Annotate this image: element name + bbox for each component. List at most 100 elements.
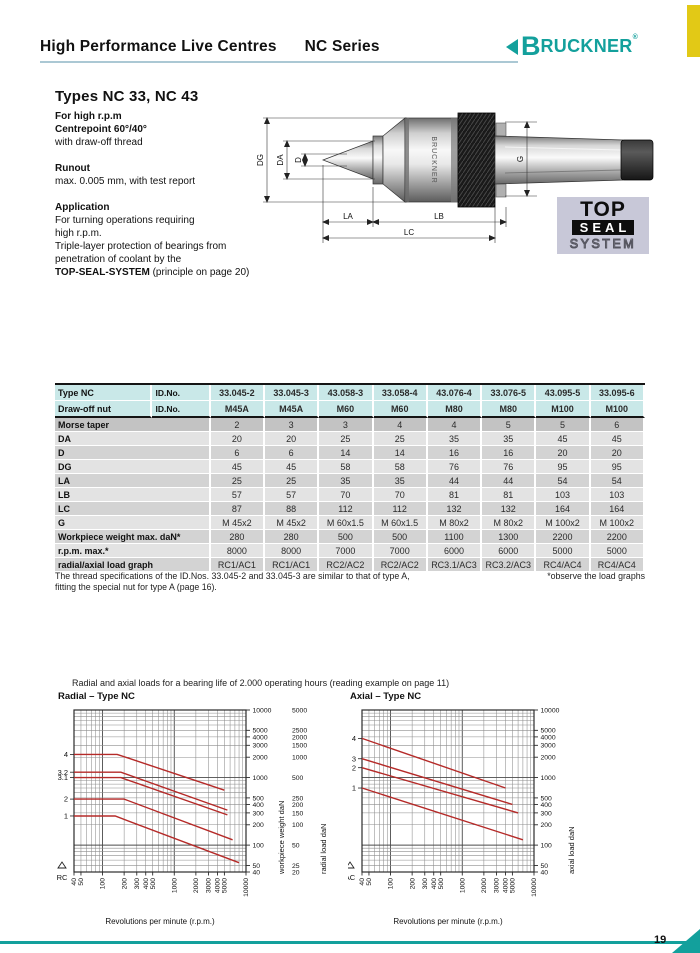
table-cell: 76 bbox=[482, 460, 537, 474]
table-header-cell: M60 bbox=[373, 401, 428, 418]
series-line-1 bbox=[361, 787, 524, 841]
row-label-cell: Workpiece weight max. daN* bbox=[55, 530, 211, 544]
x-tick-label: 1000 bbox=[459, 878, 466, 893]
logo-initial: B bbox=[521, 31, 541, 61]
y-tick-label: 10000 bbox=[253, 707, 272, 714]
page-tab-marker bbox=[687, 5, 700, 57]
table-cell: 112 bbox=[319, 502, 374, 516]
table-cell: RC3.2/AC3 bbox=[482, 558, 537, 572]
table-cell: 20 bbox=[265, 432, 320, 446]
id-no-cell: ID.No. bbox=[152, 385, 211, 401]
x-tick-label: 1000 bbox=[171, 878, 178, 893]
y-tick-label: 40 bbox=[253, 869, 261, 876]
table-cell: M 100x2 bbox=[536, 516, 591, 530]
table-cell: 25 bbox=[319, 432, 374, 446]
secondary-tick-label: 1000 bbox=[292, 755, 307, 762]
y-tick-label: 50 bbox=[541, 863, 549, 870]
dim-label-la: LA bbox=[343, 212, 353, 221]
table-cell: 2200 bbox=[536, 530, 591, 544]
secondary-tick-label: 100 bbox=[292, 822, 304, 829]
table-cell: 14 bbox=[373, 446, 428, 460]
table-cell: 25 bbox=[373, 432, 428, 446]
table-cell: 1300 bbox=[482, 530, 537, 544]
engraved-brand-text: BRUCKNER bbox=[430, 136, 437, 183]
row-label-cell: r.p.m. max.* bbox=[55, 544, 211, 558]
table-cell: 44 bbox=[482, 474, 537, 488]
secondary-tick-label: 20 bbox=[292, 869, 300, 876]
secondary-tick-label: 25 bbox=[292, 863, 300, 870]
y-tick-label: 300 bbox=[253, 810, 265, 817]
corner-label: RC bbox=[57, 873, 68, 882]
bearing-housing bbox=[404, 117, 459, 203]
table-cell: 1100 bbox=[427, 530, 483, 544]
table-header-cell: 43.058-3 bbox=[319, 385, 374, 401]
y-tick-label: 300 bbox=[541, 810, 553, 817]
table-row: LA 25 25 35 35 44 44 54 54 bbox=[55, 474, 645, 488]
footnote-line-2: fitting the special nut for type A (page… bbox=[55, 582, 217, 592]
x-tick-label: 3000 bbox=[494, 878, 501, 893]
secondary-tick-label: 2500 bbox=[292, 728, 307, 735]
footnote-line-1: The thread specifications of the ID.Nos.… bbox=[55, 571, 410, 581]
runout-text: max. 0.005 mm, with test report bbox=[55, 176, 196, 187]
table-row: LB 57 57 70 70 81 81 103 103 bbox=[55, 488, 645, 502]
table-cell: M 60x1.5 bbox=[373, 516, 428, 530]
series-label-3.2: 3.2 bbox=[58, 768, 68, 777]
table-footnote: The thread specifications of the ID.Nos.… bbox=[55, 571, 475, 593]
x-tick-label: 300 bbox=[134, 878, 141, 890]
page-title: High Performance Live Centres bbox=[40, 38, 277, 55]
runout-block: Runout max. 0.005 mm, with test report bbox=[55, 162, 270, 188]
y-tick-label: 2000 bbox=[541, 755, 556, 762]
table-cell: 103 bbox=[590, 488, 645, 502]
y-tick-label: 3000 bbox=[253, 743, 268, 750]
charts-caption: Radial and axial loads for a bearing lif… bbox=[72, 678, 450, 688]
feature-line-1: For high r.p.m bbox=[55, 111, 122, 122]
radial-chart-title: Radial – Type NC bbox=[58, 691, 135, 702]
morse-taper-shank bbox=[494, 135, 624, 185]
table-row: DA 20 20 25 25 35 35 45 45 bbox=[55, 432, 645, 446]
housing-ring-right bbox=[451, 118, 458, 202]
table-header-cell: M100 bbox=[536, 401, 591, 418]
y-tick-label: 100 bbox=[541, 843, 553, 850]
table-cell: 4 bbox=[373, 418, 428, 432]
table-cell: 58 bbox=[373, 460, 428, 474]
table-cell: 3 bbox=[265, 418, 320, 432]
plot-border bbox=[361, 709, 535, 873]
nut-tab-top bbox=[495, 122, 507, 137]
application-line-1: For turning operations requiring bbox=[55, 215, 195, 226]
table-header-cell: 33.095-6 bbox=[590, 385, 645, 401]
top-seal-system-logo: TOP SEAL SYSTEM bbox=[557, 197, 649, 254]
table-cell: 8000 bbox=[210, 544, 266, 558]
x-tick-label: 2000 bbox=[481, 878, 488, 893]
page-number: 19 bbox=[654, 934, 667, 946]
x-tick-label: 200 bbox=[409, 878, 416, 890]
table-cell: 16 bbox=[482, 446, 537, 460]
table-cell: 76 bbox=[427, 460, 483, 474]
secondary-axis-label: radial load daN bbox=[319, 824, 328, 874]
table-cell: 95 bbox=[536, 460, 591, 474]
series-label-4: 4 bbox=[352, 734, 356, 743]
table-cell: M 60x1.5 bbox=[319, 516, 374, 530]
table-cell: 45 bbox=[536, 432, 591, 446]
centre-point-cone bbox=[322, 140, 374, 180]
table-cell: 2200 bbox=[590, 530, 645, 544]
table-header-cell: 43.095-5 bbox=[536, 385, 591, 401]
draw-off-nut-knurled bbox=[457, 112, 496, 208]
table-cell: 35 bbox=[319, 474, 374, 488]
x-tick-label: 200 bbox=[121, 878, 128, 890]
table-cell: 57 bbox=[265, 488, 320, 502]
table-cell: 70 bbox=[319, 488, 374, 502]
dim-label-lc: LC bbox=[404, 228, 414, 237]
y-tick-label: 4000 bbox=[253, 734, 268, 741]
table-cell: 132 bbox=[427, 502, 483, 516]
types-heading: Types NC 33, NC 43 bbox=[55, 88, 199, 105]
x-tick-label: 500 bbox=[150, 878, 157, 890]
secondary-tick-label: 250 bbox=[292, 795, 304, 802]
table-header-cell: 33.045-2 bbox=[210, 385, 266, 401]
x-tick-label: 400 bbox=[143, 878, 150, 890]
application-line-3: Triple-layer protection of bearings from bbox=[55, 241, 227, 252]
table-row: r.p.m. max.* 8000 8000 7000 7000 6000 6000 5000… bbox=[55, 544, 645, 558]
series-label-4: 4 bbox=[64, 750, 68, 759]
series-line-2 bbox=[361, 767, 519, 814]
load-graph-note: *observe the load graphs bbox=[547, 571, 645, 581]
table-header-cell: M80 bbox=[482, 401, 537, 418]
